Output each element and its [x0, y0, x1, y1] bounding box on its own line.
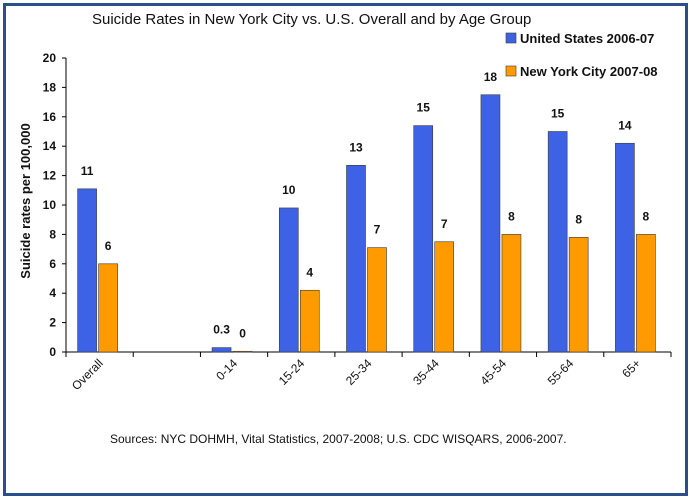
data-label: 18 [484, 70, 498, 84]
data-label: 8 [508, 209, 515, 223]
bar-new-york-city [232, 350, 253, 353]
legend-swatch [505, 65, 517, 77]
data-label: 0.3 [213, 323, 230, 337]
bar-united-states [480, 94, 501, 353]
bar-new-york-city [367, 247, 387, 353]
legend-label: United States 2006-07 [520, 31, 654, 46]
y-tick-label: 10 [43, 198, 57, 212]
bar-new-york-city [299, 289, 320, 353]
data-label: 6 [105, 239, 112, 253]
bar-united-states [211, 347, 232, 353]
y-tick-label: 14 [43, 139, 57, 153]
y-tick-label: 18 [43, 80, 57, 94]
data-label: 7 [374, 223, 381, 237]
y-tick-label: 16 [43, 110, 57, 124]
data-label: 7 [441, 217, 448, 231]
y-tick-label: 6 [49, 257, 56, 271]
y-tick-label: 20 [43, 51, 57, 65]
bar-united-states [278, 207, 299, 353]
x-category-label: 25-34 [343, 356, 375, 388]
bar-united-states [346, 165, 366, 353]
data-label: 14 [618, 118, 632, 132]
legend-label: New York City 2007-08 [520, 64, 658, 79]
data-label: 10 [282, 183, 296, 197]
legend-swatch [505, 32, 517, 44]
bar-new-york-city [636, 234, 656, 353]
y-tick-label: 8 [49, 227, 56, 241]
chart-title: Suicide Rates in New York City vs. U.S. … [92, 11, 531, 28]
y-tick-label: 2 [49, 316, 56, 330]
data-label: 4 [306, 265, 313, 279]
bar-new-york-city [434, 241, 455, 353]
x-category-label: 35-44 [410, 356, 442, 388]
data-label: 15 [417, 101, 431, 115]
bar-united-states [547, 131, 568, 353]
bar-new-york-city [501, 234, 522, 353]
data-label: 15 [551, 107, 565, 121]
x-category-label: 0-14 [213, 356, 240, 383]
data-label: 13 [349, 140, 363, 154]
x-category-label: 15-24 [276, 356, 308, 388]
y-tick-label: 12 [43, 169, 57, 183]
y-tick-label: 4 [49, 286, 56, 300]
data-label: 8 [643, 209, 650, 223]
bar-united-states [615, 142, 635, 353]
source-note: Sources: NYC DOHMH, Vital Statistics, 20… [110, 432, 567, 446]
x-category-label: 45-54 [477, 356, 509, 388]
x-category-label: Overall [69, 356, 106, 393]
y-axis-label: Suicide rates per 100,000 [18, 123, 33, 278]
y-tick-label: 0 [49, 345, 56, 359]
x-category-label: 55-64 [545, 356, 577, 388]
data-label: 0 [239, 326, 246, 340]
bar-new-york-city [568, 237, 589, 353]
data-label: 11 [81, 164, 94, 178]
bar-new-york-city [98, 263, 118, 353]
bar-united-states [77, 188, 97, 353]
data-label: 8 [575, 212, 582, 226]
bar-united-states [413, 125, 434, 353]
x-category-label: 65+ [619, 356, 643, 380]
